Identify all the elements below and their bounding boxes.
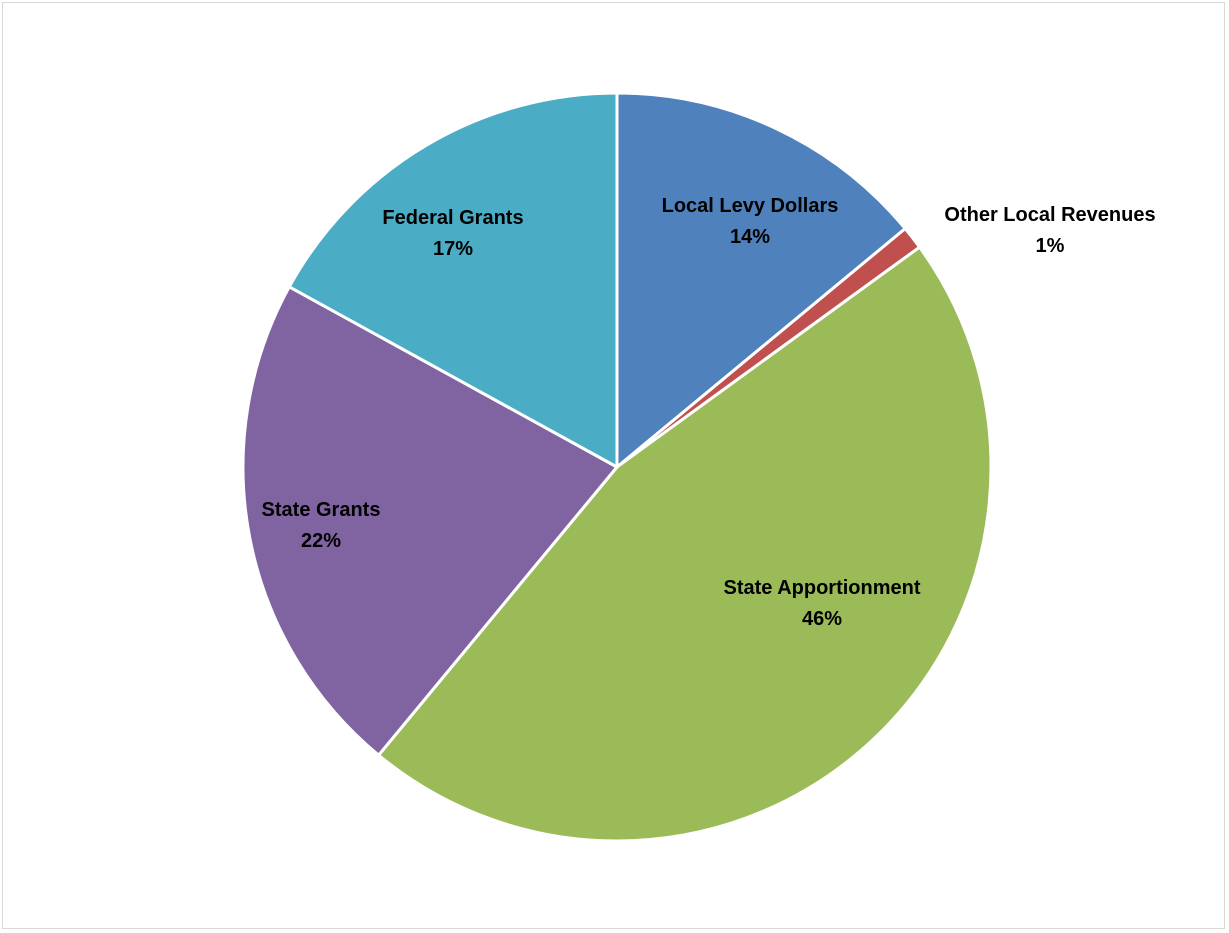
data-label-category: State Grants — [262, 499, 381, 521]
data-label-percent: 1% — [1036, 235, 1065, 257]
pie-slice-state-apportionment — [377, 245, 993, 843]
data-label-federal-grants: Federal Grants 17% — [382, 207, 523, 260]
data-label-category: Local Levy Dollars — [662, 195, 839, 217]
data-label-percent: 46% — [802, 608, 842, 630]
data-label-category: State Apportionment — [723, 577, 920, 599]
data-label-percent: 17% — [433, 238, 473, 260]
pie-slice-state-grants — [241, 285, 619, 757]
data-label-category: Other Local Revenues — [944, 204, 1155, 226]
data-label-local-levy-dollars: Local Levy Dollars 14% — [662, 195, 839, 248]
data-label-state-grants: State Grants 22% — [262, 499, 381, 552]
pie-slice-local-levy-dollars — [615, 91, 907, 469]
data-label-category: Federal Grants — [382, 207, 523, 229]
data-label-percent: 14% — [730, 226, 770, 248]
data-label-state-apportionment: State Apportionment 46% — [723, 577, 920, 630]
data-label-percent: 22% — [301, 530, 341, 552]
data-label-other-local-revenues: Other Local Revenues 1% — [944, 204, 1155, 257]
pie-labels: Local Levy Dollars 14% Other Local Revenue… — [262, 195, 1156, 630]
pie-slice-federal-grants — [287, 91, 619, 469]
pie-slices — [241, 91, 993, 843]
